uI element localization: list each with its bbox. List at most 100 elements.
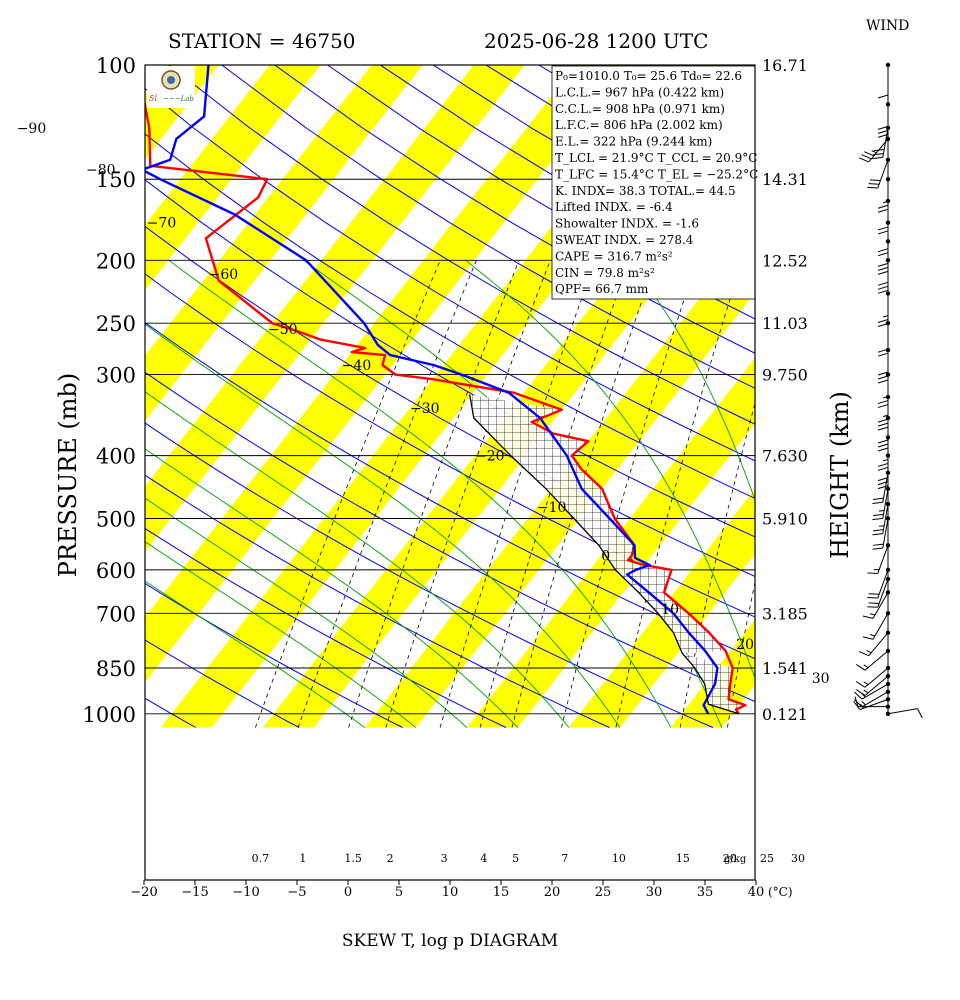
- wind-barb-feather: [877, 422, 889, 427]
- isotherm-label: 20: [736, 637, 754, 653]
- wind-barb-feather: [877, 129, 889, 134]
- cape-area: [469, 394, 746, 714]
- wind-barb-feather: [868, 183, 880, 185]
- isotherm-band: [145, 65, 627, 683]
- temperature-axis: −20 −15 −10 −5 0 5 10 15 20 25 30 35 40: [130, 880, 764, 900]
- dry-adiabat: [145, 527, 507, 728]
- wind-barb-feather: [877, 371, 889, 376]
- wind-barb-feather: [877, 208, 889, 213]
- mixing-ratio-label: 1: [299, 852, 306, 865]
- wind-barb-staff: [882, 127, 889, 158]
- index-line: K. INDX= 38.3 TOTAL.= 44.5: [555, 184, 736, 198]
- mixing-ratio-label: 2: [387, 852, 394, 865]
- wind-barb-feather: [872, 533, 883, 536]
- height-tick-label: 16.71: [762, 56, 808, 75]
- wind-barb-feather: [873, 529, 884, 532]
- mixing-ratio-label: 25: [760, 852, 774, 865]
- wind-barb-feather: [856, 689, 866, 696]
- dewpoint-line: [145, 65, 719, 715]
- temperature-tick-label: 40: [748, 885, 765, 900]
- temperature-tick-label: 10: [442, 885, 459, 900]
- isotherm-band: [145, 65, 321, 291]
- wind-barb-half-feather: [863, 681, 869, 686]
- pressure-tick-label: 300: [96, 364, 136, 388]
- x-unit-label: (°C): [768, 885, 793, 899]
- wind-barb-feather: [877, 426, 889, 431]
- mixing-ratio-line: [679, 401, 755, 728]
- temperature-tick-label: 20: [544, 885, 561, 900]
- wind-barb-feather: [873, 497, 884, 501]
- index-line: CIN = 79.8 m²s²: [555, 266, 655, 280]
- wind-barb-feather: [877, 270, 889, 275]
- dry-adiabat: [145, 322, 755, 660]
- wind-barb-feather: [867, 606, 878, 608]
- wind-barb-feather: [877, 443, 889, 448]
- wind-barb-feather: [877, 281, 889, 286]
- wind-barb-staff: [861, 683, 889, 700]
- wind-barb-half-feather: [871, 150, 877, 154]
- wind-barb-staff: [872, 592, 889, 619]
- wind-barb-feather: [877, 404, 889, 409]
- wind-barb-feather: [877, 462, 889, 467]
- wind-barb-feather: [877, 485, 889, 490]
- wind-barb-feather: [867, 572, 878, 575]
- index-line: CAPE = 316.7 m²s²: [555, 249, 673, 263]
- temperature-tick-label: 35: [697, 885, 714, 900]
- mixing-ratio-label: 7: [561, 852, 568, 865]
- temperature-tick-label: 25: [595, 885, 612, 900]
- mixing-ratio-line: [561, 260, 698, 728]
- y2-axis-label: HEIGHT (km): [826, 391, 854, 559]
- isotherm-label: 0: [601, 548, 610, 564]
- index-line: E.L.= 322 hPa (9.244 km): [555, 135, 712, 149]
- index-line: Showalter INDX. = -1.6: [555, 217, 699, 231]
- wind-profile: [853, 62, 923, 719]
- mixing-ratio-line: [479, 260, 630, 728]
- wind-level-dot: [885, 486, 891, 492]
- wind-barb-staff: [877, 159, 889, 189]
- wind-barb-staff: [882, 503, 889, 534]
- wind-barb-staff: [882, 488, 889, 519]
- isotherm-label: −40: [342, 358, 372, 374]
- temperature-line: [145, 99, 747, 715]
- wind-barb-feather: [877, 466, 889, 471]
- mixing-ratio-label: 1.5: [344, 852, 362, 865]
- pressure-tick-label: 1000: [83, 703, 136, 727]
- temperature-tick-label: −20: [130, 885, 157, 900]
- height-tick-label: 11.03: [762, 314, 808, 333]
- wind-barb-feather: [872, 547, 883, 550]
- parcel-line: [469, 394, 739, 715]
- pressure-tick-label: 250: [96, 312, 136, 336]
- wind-barb-feather: [868, 602, 880, 605]
- wind-barb-feather: [877, 226, 889, 231]
- mixing-ratio-label: 3: [441, 852, 448, 865]
- isotherm-label: 10: [661, 602, 679, 618]
- wind-barb-feather: [877, 439, 889, 444]
- temperature-tick-label: 30: [646, 885, 663, 900]
- temperature-tick-label: 5: [395, 885, 403, 900]
- wind-barb-feather: [854, 699, 863, 708]
- wind-barb-staff: [872, 613, 889, 640]
- wind-barb-half-feather: [878, 509, 885, 512]
- wind-barb-staff: [864, 675, 889, 696]
- wind-barb-feather: [877, 125, 889, 130]
- svg-text:~~~Lab: ~~~Lab: [163, 95, 194, 103]
- pressure-axis: 100 150 200 250 300 400 500 600 700 850 1000: [83, 54, 136, 727]
- pressure-tick-label: 400: [96, 445, 136, 469]
- index-line: Lifted INDX. = -6.4: [555, 200, 673, 214]
- pressure-tick-label: 200: [96, 249, 136, 273]
- wind-barb-feather: [853, 700, 861, 710]
- wind-barb-feather: [856, 681, 866, 688]
- height-tick-label: 5.910: [762, 509, 808, 528]
- wind-barb-feather: [877, 204, 889, 209]
- wind-barb-feather: [868, 593, 880, 595]
- wind-barb-half-feather: [863, 689, 869, 694]
- wind-barb-staff: [877, 569, 889, 599]
- wind-barb-feather: [877, 400, 889, 405]
- footer-title: SKEW T, log p DIAGRAM: [342, 931, 558, 951]
- wind-barb-feather: [877, 133, 889, 138]
- isotherm-label: −10: [537, 500, 567, 516]
- wind-barb-feather: [877, 379, 889, 384]
- height-tick-label: 7.630: [762, 447, 808, 466]
- y-axis-label: PRESSURE (mb): [54, 373, 82, 578]
